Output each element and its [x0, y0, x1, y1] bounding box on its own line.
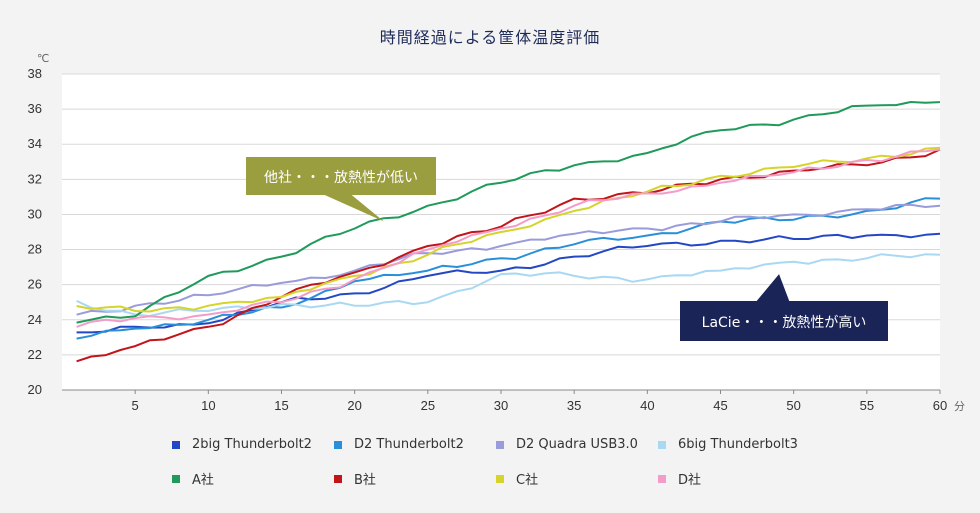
callout-text-others: 他社・・・放熱性が低い: [264, 170, 418, 186]
y-tick-label: 26: [28, 277, 42, 292]
x-tick-label: 15: [274, 398, 288, 413]
x-tick-label: 55: [860, 398, 874, 413]
legend-item: D2 Quadra USB3.0: [496, 437, 658, 452]
series-line-1: [76, 197, 941, 340]
x-tick-label: 45: [713, 398, 727, 413]
y-tick-label: 38: [28, 66, 42, 81]
legend-label: D社: [678, 473, 702, 488]
series-line-4: [76, 101, 941, 324]
legend-item: C社: [496, 469, 658, 488]
legend-swatch: [334, 474, 342, 483]
callout-text-lacie: LaCie・・・放熱性が高い: [702, 314, 867, 331]
x-tick-label: 30: [494, 398, 508, 413]
series-line-2: [76, 203, 941, 316]
legend-row: 2big Thunderbolt2 D2 Thunderbolt2 D2 Quadr…: [172, 437, 852, 452]
legend-item: B社: [334, 469, 496, 488]
x-tick-label: 5: [132, 398, 139, 413]
legend-swatch: [172, 474, 180, 483]
legend-item: A社: [172, 469, 334, 488]
legend-item: D社: [658, 469, 820, 488]
legend-label: B社: [354, 473, 376, 488]
legend-swatch: [658, 474, 666, 483]
legend-label: 2big Thunderbolt2: [192, 437, 312, 452]
legend-swatch: [334, 440, 342, 449]
y-tick-label: 32: [28, 171, 42, 186]
legend-label: A社: [192, 473, 214, 488]
y-tick-label: 36: [28, 101, 42, 116]
legend-item: 6big Thunderbolt3: [658, 437, 820, 452]
legend-label: C社: [516, 473, 539, 488]
callout-box-lacie: [680, 301, 888, 341]
callout-pointer-lacie: [755, 274, 790, 303]
series-line-6: [76, 146, 941, 313]
callout-pointer-others: [318, 192, 384, 222]
y-unit-label: ℃: [37, 52, 49, 65]
x-tick-label: 60: [933, 398, 947, 413]
y-tick-label: 20: [28, 382, 42, 397]
y-tick-label: 30: [28, 206, 42, 221]
series-line-0: [76, 232, 941, 334]
x-tick-label: 20: [347, 398, 361, 413]
legend-item: D2 Thunderbolt2: [334, 437, 496, 452]
legend-label: D2 Thunderbolt2: [354, 437, 464, 452]
callout-box-others: [246, 157, 436, 195]
x-tick-label: 10: [201, 398, 215, 413]
x-unit-label: 分: [954, 400, 965, 413]
x-tick-label: 50: [786, 398, 800, 413]
legend-label: D2 Quadra USB3.0: [516, 437, 638, 452]
y-tick-label: 22: [28, 347, 42, 362]
x-tick-label: 40: [640, 398, 654, 413]
legend-swatch: [496, 474, 504, 483]
legend-swatch: [658, 440, 666, 449]
x-tick-label: 25: [421, 398, 435, 413]
legend: 2big Thunderbolt2 D2 Thunderbolt2 D2 Quadr…: [172, 437, 852, 505]
series-line-7: [76, 148, 941, 328]
series-line-3: [76, 253, 941, 317]
chart-title: 時間経過による筐体温度評価: [379, 28, 601, 47]
y-tick-label: 24: [28, 312, 42, 327]
x-tick-label: 35: [567, 398, 581, 413]
legend-row: A社 B社 C社 D社: [172, 469, 852, 488]
y-tick-label: 34: [28, 136, 42, 151]
legend-label: 6big Thunderbolt3: [678, 437, 798, 452]
legend-swatch: [496, 440, 504, 449]
y-tick-label: 28: [28, 242, 42, 257]
legend-swatch: [172, 440, 180, 449]
legend-item: 2big Thunderbolt2: [172, 437, 334, 452]
